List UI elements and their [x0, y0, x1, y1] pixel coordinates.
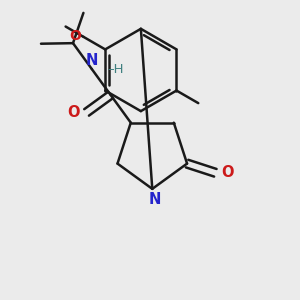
Text: N: N — [85, 53, 98, 68]
Text: –H: –H — [108, 63, 124, 76]
Text: O: O — [221, 165, 234, 180]
Text: O: O — [69, 29, 81, 43]
Text: O: O — [67, 105, 80, 120]
Text: N: N — [148, 192, 161, 207]
